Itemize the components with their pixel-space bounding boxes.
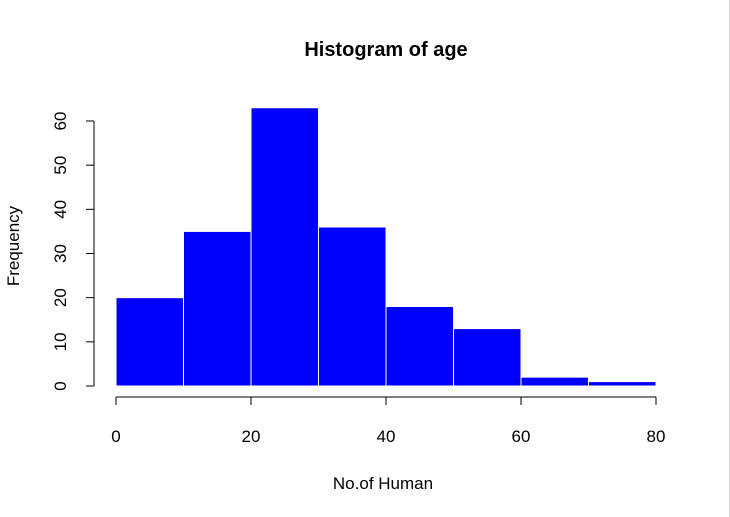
x-tick-label-80: 80 [647,427,666,446]
x-tick-label-60: 60 [512,427,531,446]
y-axis: 0 10 20 30 40 50 60 [51,112,95,391]
x-tick-label-20: 20 [242,427,261,446]
y-tick-label-20: 20 [51,288,70,307]
x-tick-label-40: 40 [377,427,396,446]
histogram-bar-20-30 [250,107,319,387]
histogram-bar-70-80 [588,381,657,387]
y-tick-label-0: 0 [51,381,70,390]
x-tick-label-0: 0 [111,427,120,446]
histogram-bar-10-20 [183,230,252,387]
x-axis-label: No.of Human [333,474,433,493]
x-axis: 0 20 40 60 80 [111,396,666,446]
y-tick-label-40: 40 [51,200,70,219]
y-tick-label-50: 50 [51,156,70,175]
histogram-bar-30-40 [318,226,387,387]
y-tick-label-10: 10 [51,332,70,351]
bars-group [115,107,657,387]
chart-title: Histogram of age [304,39,467,61]
histogram-bar-50-60 [453,328,522,387]
y-axis-label: Frequency [4,205,23,286]
histogram-bar-0-10 [115,297,184,387]
y-tick-label-60: 60 [51,112,70,131]
histogram-bar-40-50 [385,306,454,387]
y-tick-label-30: 30 [51,244,70,263]
histogram-bar-60-70 [520,376,589,387]
